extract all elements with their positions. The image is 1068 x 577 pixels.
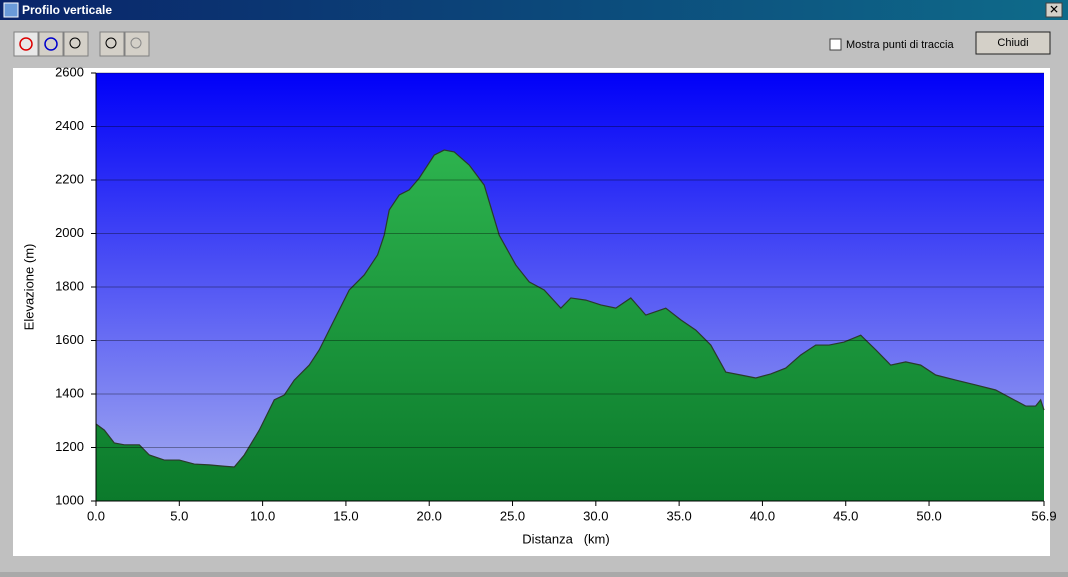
y-tick-label: 2200 xyxy=(55,171,84,186)
x-tick-label: 35.0 xyxy=(666,508,691,523)
y-tick-label: 1200 xyxy=(55,439,84,454)
x-tick-label: 15.0 xyxy=(333,508,358,523)
close-x-glyph: ✕ xyxy=(1049,3,1059,17)
title-bar xyxy=(0,0,1068,20)
icon xyxy=(105,37,117,49)
close-button[interactable] xyxy=(975,31,1051,55)
icon xyxy=(44,37,58,51)
tool-zoom-box[interactable] xyxy=(63,31,89,57)
checkbox-label: Mostra punti di traccia xyxy=(846,39,954,51)
icon xyxy=(19,37,33,51)
x-tick-label: 50.0 xyxy=(916,508,941,523)
tool-zoom-in[interactable] xyxy=(99,31,125,57)
checkbox[interactable] xyxy=(829,38,842,51)
elevation-line xyxy=(95,149,1045,468)
window-icon xyxy=(3,2,19,18)
tool-red-cross[interactable] xyxy=(13,31,39,57)
x-tick-label: 40.0 xyxy=(750,508,775,523)
icon xyxy=(130,37,142,49)
plot: 1000 1200 1400 1600 1800 2000 2200 2400 2600 0.0 5… xyxy=(55,64,1057,523)
close-button-label: Chiudi xyxy=(997,37,1028,49)
toolbar xyxy=(13,31,150,57)
y-axis-label: Elevazione (m) xyxy=(21,244,36,331)
x-tick-label: 0.0 xyxy=(87,508,105,523)
y-tick-label: 2600 xyxy=(55,64,84,79)
close-x[interactable] xyxy=(1045,2,1063,18)
y-tick-label: 1400 xyxy=(55,385,84,400)
x-tick-label: 5.0 xyxy=(170,508,188,523)
x-tick-label: 25.0 xyxy=(500,508,525,523)
y-tick-label: 1000 xyxy=(55,492,84,507)
y-tick-label: 1800 xyxy=(55,278,84,293)
window-title: Profilo verticale xyxy=(22,3,112,17)
y-tick-label: 1600 xyxy=(55,332,84,347)
tool-blue-cross[interactable] xyxy=(38,31,64,57)
x-tick-label: 56.9 xyxy=(1031,508,1056,523)
x-tick-label: 10.0 xyxy=(250,508,275,523)
x-tick-label: 45.0 xyxy=(833,508,858,523)
icon xyxy=(69,37,81,49)
y-tick-label: 2000 xyxy=(55,225,84,240)
x-tick-label: 30.0 xyxy=(583,508,608,523)
y-tick-label: 2400 xyxy=(55,118,84,133)
elevation-area xyxy=(96,150,1044,502)
x-tick-label: 20.0 xyxy=(417,508,442,523)
x-axis-label: Distanza (km) xyxy=(522,531,609,546)
tool-zoom-out[interactable] xyxy=(124,31,150,57)
